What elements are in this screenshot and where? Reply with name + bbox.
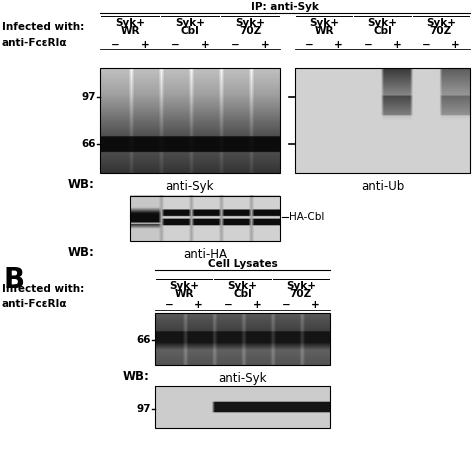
Text: Infected with:: Infected with: (2, 22, 84, 32)
Text: Syk+: Syk+ (235, 18, 265, 28)
Text: anti-Syk: anti-Syk (166, 180, 214, 193)
Bar (295, 68, 470, 173)
Text: WR: WR (120, 26, 140, 36)
Text: +: + (141, 40, 149, 50)
Text: +: + (261, 40, 269, 50)
Text: Infected with:: Infected with: (2, 284, 84, 294)
Text: Syk+: Syk+ (426, 18, 456, 28)
Text: Cbl: Cbl (233, 289, 252, 299)
Text: Syk+: Syk+ (175, 18, 205, 28)
Text: HA-Cbl: HA-Cbl (289, 212, 324, 222)
Bar (130, 196, 280, 241)
Bar (155, 313, 330, 365)
Text: Syk+: Syk+ (367, 18, 398, 28)
Text: −: − (224, 300, 232, 310)
Text: anti-Syk: anti-Syk (218, 372, 267, 385)
Text: −: − (422, 40, 430, 50)
Text: WB:: WB: (123, 370, 150, 383)
Text: +: + (451, 40, 460, 50)
Text: −: − (231, 40, 239, 50)
Text: WB:: WB: (68, 246, 95, 259)
Text: 97: 97 (137, 404, 151, 414)
Text: WR: WR (174, 289, 194, 299)
Text: WR: WR (314, 26, 334, 36)
Text: −: − (364, 40, 372, 50)
Bar (155, 386, 330, 428)
Text: 66: 66 (137, 335, 151, 345)
Text: WB:: WB: (68, 178, 95, 191)
Text: Syk+: Syk+ (228, 281, 257, 291)
Text: B: B (4, 266, 25, 294)
Text: Syk+: Syk+ (309, 18, 339, 28)
Text: anti-FcεRIα: anti-FcεRIα (2, 299, 67, 309)
Text: anti-HA: anti-HA (183, 248, 227, 261)
Text: +: + (392, 40, 401, 50)
Text: −: − (110, 40, 119, 50)
Text: +: + (253, 300, 262, 310)
Text: Cbl: Cbl (373, 26, 392, 36)
Text: −: − (165, 300, 174, 310)
Text: 97: 97 (82, 92, 96, 102)
Text: −: − (305, 40, 314, 50)
Text: +: + (334, 40, 343, 50)
Text: 66: 66 (82, 138, 96, 149)
Text: Cell Lysates: Cell Lysates (208, 259, 277, 269)
Text: Syk+: Syk+ (286, 281, 316, 291)
Text: Cbl: Cbl (181, 26, 200, 36)
Text: anti-Ub: anti-Ub (361, 180, 404, 193)
Text: +: + (194, 300, 203, 310)
Text: 70Z: 70Z (239, 26, 261, 36)
Text: Syk+: Syk+ (115, 18, 145, 28)
Text: Syk+: Syk+ (169, 281, 199, 291)
Text: IP: anti-Syk: IP: anti-Syk (251, 2, 319, 12)
Text: +: + (201, 40, 210, 50)
Text: 70Z: 70Z (290, 289, 312, 299)
Text: +: + (311, 300, 320, 310)
Bar (100, 68, 280, 173)
Text: −: − (282, 300, 291, 310)
Text: −: − (171, 40, 179, 50)
Text: 70Z: 70Z (430, 26, 452, 36)
Text: anti-FcεRIα: anti-FcεRIα (2, 38, 67, 48)
